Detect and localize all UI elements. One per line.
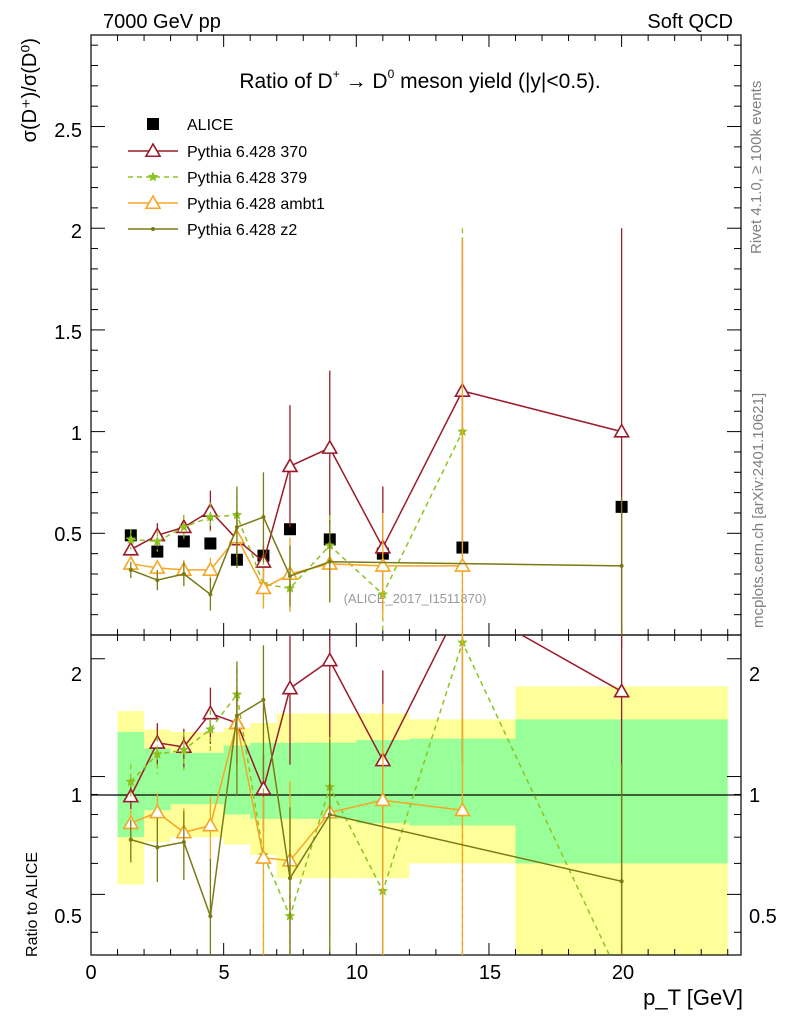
ratio-point-z2 bbox=[181, 840, 186, 845]
ratio-point-z2 bbox=[208, 914, 213, 919]
ratio-ytick-label: 2 bbox=[71, 664, 82, 686]
data-point-z2 bbox=[155, 578, 160, 583]
data-point-z2 bbox=[128, 567, 133, 572]
rivet-label: Rivet 4.1.0, ≥ 100k events bbox=[748, 81, 765, 254]
data-point-p370 bbox=[281, 457, 299, 473]
top-panel-series bbox=[122, 228, 630, 635]
ratio-point-p370 bbox=[321, 651, 339, 667]
ratio-point-z2 bbox=[155, 845, 160, 850]
ratio-point-z2 bbox=[261, 697, 266, 702]
analysis-watermark: (ALICE_2017_I1511870) bbox=[344, 591, 487, 606]
ratio-point-ambt1 bbox=[374, 791, 392, 807]
ratio-point-p370 bbox=[255, 780, 272, 795]
top-ytick-label: 2.5 bbox=[54, 120, 82, 142]
series-line-ambt1 bbox=[130, 536, 463, 590]
ratio-point-z2 bbox=[327, 812, 332, 817]
series-line-p370 bbox=[130, 390, 622, 564]
ratio-point-z2 bbox=[287, 876, 292, 881]
top-ytick-label: 1 bbox=[71, 423, 82, 445]
ratio-point-p370 bbox=[613, 682, 630, 698]
xtick-label: 20 bbox=[612, 962, 634, 984]
ratio-point-z2 bbox=[128, 837, 133, 842]
data-point-p379 bbox=[125, 533, 137, 545]
xlabel: p_T [GeV] bbox=[643, 985, 743, 1010]
top-ytick-label: 2 bbox=[71, 221, 82, 243]
data-point-z2 bbox=[287, 574, 292, 579]
xtick-label: 0 bbox=[85, 962, 96, 984]
series-line-z2 bbox=[130, 516, 622, 596]
legend-label-p379: Pythia 6.428 379 bbox=[187, 170, 307, 187]
ratio-point-p379 bbox=[204, 723, 216, 734]
data-point-p379 bbox=[204, 511, 216, 522]
data-point-p370 bbox=[321, 439, 339, 454]
alice-data-point bbox=[204, 537, 217, 550]
data-point-ambt1 bbox=[202, 561, 219, 576]
mcplots-label: mcplots.cern.ch [arXiv:2401.10621] bbox=[750, 393, 767, 628]
legend-label-p370: Pythia 6.428 370 bbox=[187, 144, 307, 161]
ratio-point-z2 bbox=[234, 713, 239, 718]
header-right: Soft QCD bbox=[647, 11, 733, 33]
ratio-panel-series bbox=[122, 635, 630, 955]
ratio-ytick-label-right: 0.5 bbox=[749, 906, 777, 928]
series-line-p379 bbox=[130, 431, 464, 596]
data-point-z2 bbox=[234, 525, 239, 530]
legend-marker-z2 bbox=[151, 227, 155, 231]
data-point-z2 bbox=[327, 559, 332, 564]
legend-markers bbox=[128, 118, 178, 231]
ratio-point-p379 bbox=[125, 776, 137, 787]
legend-marker-p370 bbox=[144, 142, 162, 158]
ratio-point-ambt1 bbox=[148, 803, 166, 819]
ratio-band-inner bbox=[197, 752, 224, 805]
header-left: 7000 GeV pp bbox=[103, 11, 221, 33]
top-ytick-label: 1.5 bbox=[54, 322, 82, 344]
ratio-point-ambt1 bbox=[454, 801, 471, 817]
alice-data-point bbox=[177, 535, 190, 548]
axis-ticks bbox=[90, 35, 741, 955]
legend-label-alice: ALICE bbox=[187, 117, 233, 134]
top-ylabel: σ(D⁺)/σ(D⁰) bbox=[19, 38, 41, 142]
ratio-line-ambt1 bbox=[130, 722, 463, 862]
legend: ALICE Pythia 6.428 370 Pythia 6.428 379 … bbox=[128, 117, 325, 239]
data-point-p379 bbox=[151, 535, 163, 547]
data-point-z2 bbox=[181, 571, 186, 576]
legend-label-ambt1: Pythia 6.428 ambt1 bbox=[187, 196, 325, 213]
xtick-label: 5 bbox=[218, 962, 229, 984]
ratio-point-ambt1 bbox=[255, 849, 272, 864]
top-ytick-label: 0.5 bbox=[54, 524, 82, 546]
ratio-point-z2 bbox=[619, 879, 624, 884]
ratio-ytick-label: 1 bbox=[71, 785, 82, 807]
data-point-z2 bbox=[261, 515, 266, 520]
legend-marker-ambt1 bbox=[144, 194, 162, 210]
data-point-ambt1 bbox=[255, 579, 272, 595]
ratio-point-p379 bbox=[178, 744, 190, 755]
xtick-label: 15 bbox=[479, 962, 501, 984]
ratio-ytick-label-right: 2 bbox=[749, 664, 760, 686]
chart-title: Ratio of D+ → D0 meson yield (|y|<0.5). bbox=[239, 67, 600, 93]
data-point-ambt1 bbox=[374, 557, 392, 572]
ratio-line-p379 bbox=[130, 640, 611, 955]
ratio-ytick-label: 0.5 bbox=[54, 906, 82, 928]
xtick-label: 10 bbox=[346, 962, 368, 984]
legend-label-z2: Pythia 6.428 z2 bbox=[187, 222, 297, 239]
data-point-ambt1 bbox=[454, 557, 471, 572]
ratio-point-p379 bbox=[151, 748, 163, 759]
ratio-ytick-label-right: 1 bbox=[749, 785, 760, 807]
data-point-z2 bbox=[619, 563, 624, 568]
data-point-p379 bbox=[178, 521, 190, 532]
ratio-ylabel: Ratio to ALICE bbox=[24, 852, 41, 957]
data-point-z2 bbox=[208, 592, 213, 597]
legend-marker-p379 bbox=[147, 171, 159, 182]
legend-marker-alice bbox=[147, 118, 159, 130]
ratio-point-p370 bbox=[281, 679, 299, 695]
alice-data-point bbox=[283, 523, 296, 536]
data-point-p370 bbox=[613, 422, 630, 438]
ratio-point-ambt1 bbox=[202, 816, 219, 832]
